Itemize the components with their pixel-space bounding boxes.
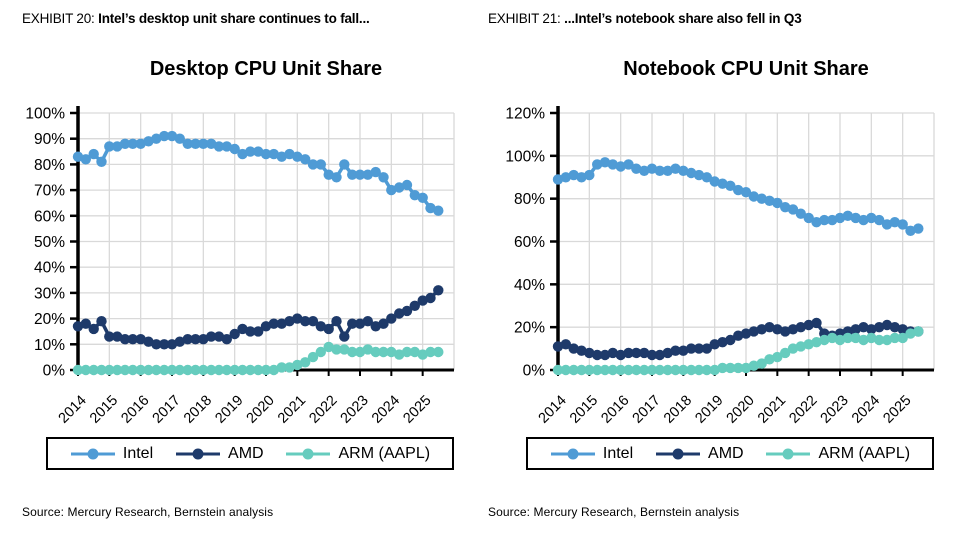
svg-text:2014: 2014 (536, 393, 570, 427)
arm-legend-marker-icon (766, 448, 811, 459)
svg-text:2019: 2019 (212, 393, 246, 427)
intel-legend-marker-icon (70, 448, 115, 459)
exhibit-title: Intel’s desktop unit share continues to … (98, 11, 370, 26)
svg-text:2025: 2025 (880, 393, 914, 427)
svg-text:2016: 2016 (118, 393, 152, 427)
svg-text:80%: 80% (514, 191, 545, 208)
svg-text:60%: 60% (34, 208, 65, 225)
legend-label-intel: Intel (602, 444, 634, 462)
exhibit-title: ...Intel’s notebook share also fell in Q… (564, 11, 802, 26)
svg-text:100%: 100% (25, 106, 65, 123)
svg-text:2021: 2021 (755, 393, 789, 427)
svg-text:90%: 90% (34, 131, 65, 148)
exhibit-header: EXHIBIT 20: Intel’s desktop unit share c… (22, 11, 370, 26)
svg-text:30%: 30% (34, 285, 65, 302)
intel-legend-marker-icon (550, 448, 595, 459)
legend-label-arm: ARM (AAPL) (338, 444, 431, 462)
svg-text:2022: 2022 (306, 393, 340, 427)
legend-entry-intel: Intel (70, 445, 153, 463)
legend-label-intel: Intel (122, 444, 154, 462)
legend: Intel AMD ARM (AAPL) (46, 437, 454, 470)
svg-text:20%: 20% (34, 311, 65, 328)
svg-text:2015: 2015 (567, 393, 601, 427)
svg-text:2024: 2024 (849, 393, 883, 427)
svg-text:70%: 70% (34, 183, 65, 200)
svg-text:2017: 2017 (150, 393, 184, 427)
svg-text:10%: 10% (34, 337, 65, 354)
svg-text:2021: 2021 (275, 393, 309, 427)
svg-text:2017: 2017 (630, 393, 664, 427)
desktop-chart-panel: EXHIBIT 20: Intel’s desktop unit share c… (22, 11, 455, 519)
legend-label-amd: AMD (708, 444, 744, 462)
legend-label-amd: AMD (228, 444, 264, 462)
svg-text:2016: 2016 (598, 393, 632, 427)
source-note: Source: Mercury Research, Bernstein anal… (22, 505, 274, 519)
svg-text:2022: 2022 (786, 393, 820, 427)
svg-text:0%: 0% (523, 363, 546, 380)
svg-text:40%: 40% (34, 260, 65, 277)
notebook-chart-panel: EXHIBIT 21: ...Intel’s notebook share al… (480, 0, 960, 540)
legend-entry-amd: AMD (655, 445, 744, 463)
exhibit-header: EXHIBIT 21: ...Intel’s notebook share al… (488, 11, 802, 26)
svg-text:2024: 2024 (369, 393, 403, 427)
chart-title: Desktop CPU Unit Share (149, 58, 383, 80)
svg-text:2019: 2019 (692, 393, 726, 427)
svg-text:2023: 2023 (338, 393, 372, 427)
svg-text:2015: 2015 (87, 393, 121, 427)
svg-text:2014: 2014 (56, 393, 90, 427)
svg-text:0%: 0% (43, 363, 66, 380)
svg-text:100%: 100% (505, 148, 545, 165)
svg-text:2018: 2018 (661, 393, 695, 427)
exhibit-number-label: EXHIBIT 21: (488, 11, 561, 26)
amd-legend-marker-icon (176, 448, 221, 459)
source-note: Source: Mercury Research, Bernstein anal… (488, 505, 740, 519)
svg-text:60%: 60% (514, 234, 545, 251)
svg-text:2023: 2023 (818, 393, 852, 427)
arm-legend-marker-icon (286, 448, 331, 459)
legend-entry-arm: ARM (AAPL) (765, 445, 910, 463)
svg-text:40%: 40% (514, 277, 545, 294)
amd-legend-marker-icon (656, 448, 701, 459)
chart-title: Notebook CPU Unit Share (623, 58, 869, 80)
legend-entry-amd: AMD (175, 445, 264, 463)
legend-entry-arm: ARM (AAPL) (285, 445, 430, 463)
svg-text:2025: 2025 (400, 393, 434, 427)
svg-text:50%: 50% (34, 234, 65, 251)
svg-text:120%: 120% (505, 106, 545, 123)
svg-text:2020: 2020 (244, 393, 278, 427)
svg-text:2018: 2018 (181, 393, 215, 427)
notebook-cpu-unit-share-chart: 0%20%40%60%80%100%120%201420152016201720… (505, 106, 935, 427)
exhibit-number-label: EXHIBIT 20: (22, 11, 95, 26)
svg-text:2020: 2020 (724, 393, 758, 427)
legend-entry-intel: Intel (550, 445, 633, 463)
svg-text:20%: 20% (514, 320, 545, 337)
svg-text:80%: 80% (34, 157, 65, 174)
legend: Intel AMD ARM (AAPL) (526, 437, 934, 470)
desktop-cpu-unit-share-chart: 0%10%20%30%40%50%60%70%80%90%100%2014201… (25, 106, 455, 427)
legend-label-arm: ARM (AAPL) (818, 444, 911, 462)
